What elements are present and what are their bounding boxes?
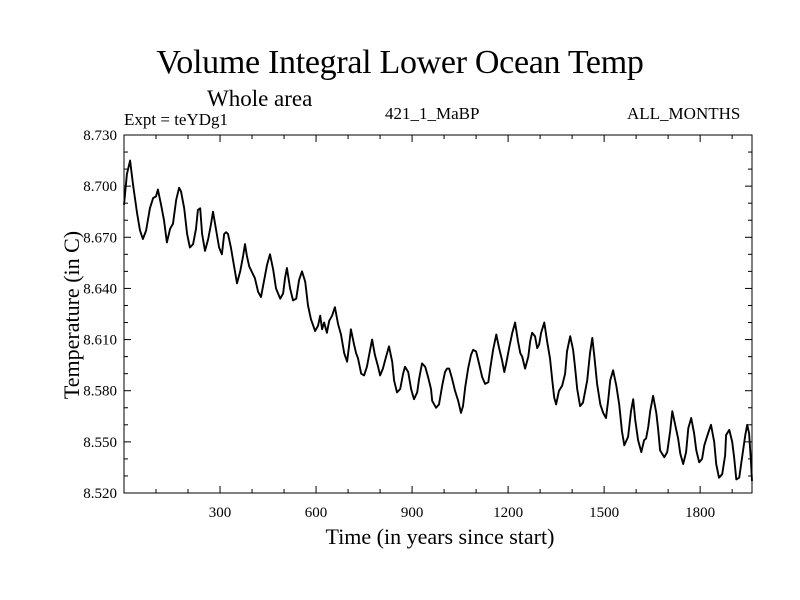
y-tick-label: 8.520 bbox=[83, 486, 117, 502]
y-tick-label: 8.610 bbox=[83, 333, 117, 349]
y-tick-label: 8.730 bbox=[83, 128, 117, 144]
x-tick-label: 1500 bbox=[589, 505, 619, 521]
axis-tick-labels: 300 600 900 1200 1500 1800 8.520 8.550 8.580 8.61… bbox=[83, 128, 715, 521]
y-tick-label: 8.700 bbox=[83, 179, 117, 195]
y-tick-label: 8.580 bbox=[83, 384, 117, 400]
experiment-label: Expt = teYDg1 bbox=[124, 110, 229, 129]
y-tick-label: 8.670 bbox=[83, 230, 117, 246]
x-tick-label: 1800 bbox=[685, 505, 715, 521]
x-tick-label: 600 bbox=[305, 505, 328, 521]
plot-frame bbox=[123, 134, 753, 494]
axis-ticks bbox=[124, 135, 752, 493]
x-tick-label: 300 bbox=[209, 505, 232, 521]
series-line-lower-ocean-temp bbox=[123, 159, 753, 482]
y-tick-label: 8.550 bbox=[83, 435, 117, 451]
months-label: ALL_MONTHS bbox=[627, 104, 741, 123]
y-tick-label: 8.640 bbox=[83, 281, 117, 297]
x-tick-label: 900 bbox=[401, 505, 424, 521]
run-label: 421_1_MaBP bbox=[385, 104, 480, 123]
x-axis-label: Time (in years since start) bbox=[325, 524, 555, 549]
x-tick-label: 1200 bbox=[493, 505, 523, 521]
chart-title: Volume Integral Lower Ocean Temp bbox=[156, 44, 644, 81]
chart-subtitle: Whole area bbox=[207, 86, 313, 111]
